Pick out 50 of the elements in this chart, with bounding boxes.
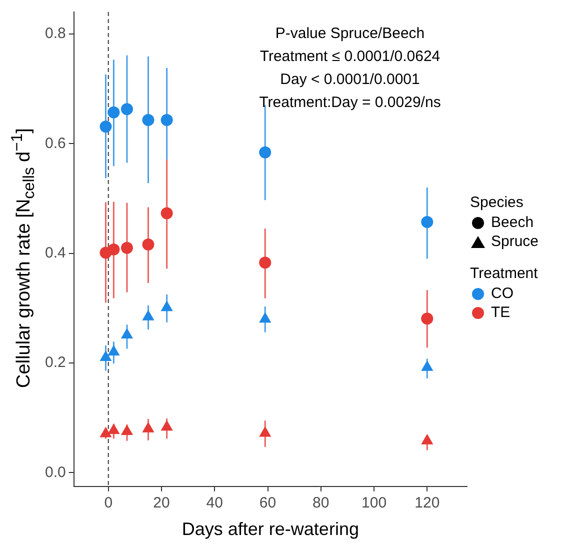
- point: [421, 216, 434, 228]
- point: [421, 312, 434, 325]
- annotation: P-value Spruce/Beech: [275, 25, 425, 42]
- point: [160, 420, 173, 431]
- text: Treatment: [470, 265, 539, 282]
- point: [142, 422, 154, 432]
- point: [160, 207, 173, 220]
- point: [142, 310, 154, 320]
- point: [120, 424, 134, 436]
- annotation: Day < 0.0001/0.0001: [280, 71, 420, 88]
- point: [108, 106, 120, 118]
- point: [259, 256, 272, 269]
- point: [259, 146, 272, 158]
- point: [160, 300, 173, 312]
- x-tick-label: 100: [362, 494, 387, 512]
- point: [120, 328, 134, 339]
- annotation: Treatment ≤ 0.0001/0.0624: [260, 48, 440, 66]
- point: [108, 243, 120, 256]
- y-tick-label: 0.2: [44, 354, 66, 372]
- point: [259, 426, 272, 437]
- point: [120, 103, 133, 116]
- x-tick-label: 0: [104, 494, 113, 512]
- point: [100, 350, 112, 362]
- text: Beech: [491, 214, 534, 231]
- point: [259, 312, 272, 323]
- text: Spruce: [491, 233, 539, 250]
- point: [108, 345, 120, 356]
- x-tick-label: 80: [312, 494, 330, 512]
- point: [421, 360, 434, 371]
- point: [100, 426, 112, 438]
- x-axis-title: Days after re-watering: [182, 519, 359, 540]
- point: [142, 114, 154, 126]
- point: [160, 114, 173, 126]
- y-tick-label: 0.4: [44, 244, 66, 262]
- y-tick-label: 0.8: [44, 25, 66, 42]
- y-tick-label: 0.0: [44, 464, 66, 481]
- annotation: Treatment:Day = 0.0029/ns: [259, 94, 441, 112]
- point: [108, 423, 120, 434]
- point: [142, 238, 154, 251]
- point: [100, 120, 112, 133]
- point: [120, 242, 133, 254]
- text: CO: [491, 285, 514, 302]
- point: [421, 434, 434, 444]
- x-tick-label: 120: [414, 494, 440, 512]
- x-tick-label: 60: [259, 494, 276, 512]
- text: TE: [491, 304, 510, 321]
- legend-title: Species: [470, 194, 524, 211]
- y-tick-label: 0.6: [44, 134, 66, 152]
- x-tick-label: 40: [206, 494, 223, 512]
- x-tick-label: 20: [153, 494, 170, 512]
